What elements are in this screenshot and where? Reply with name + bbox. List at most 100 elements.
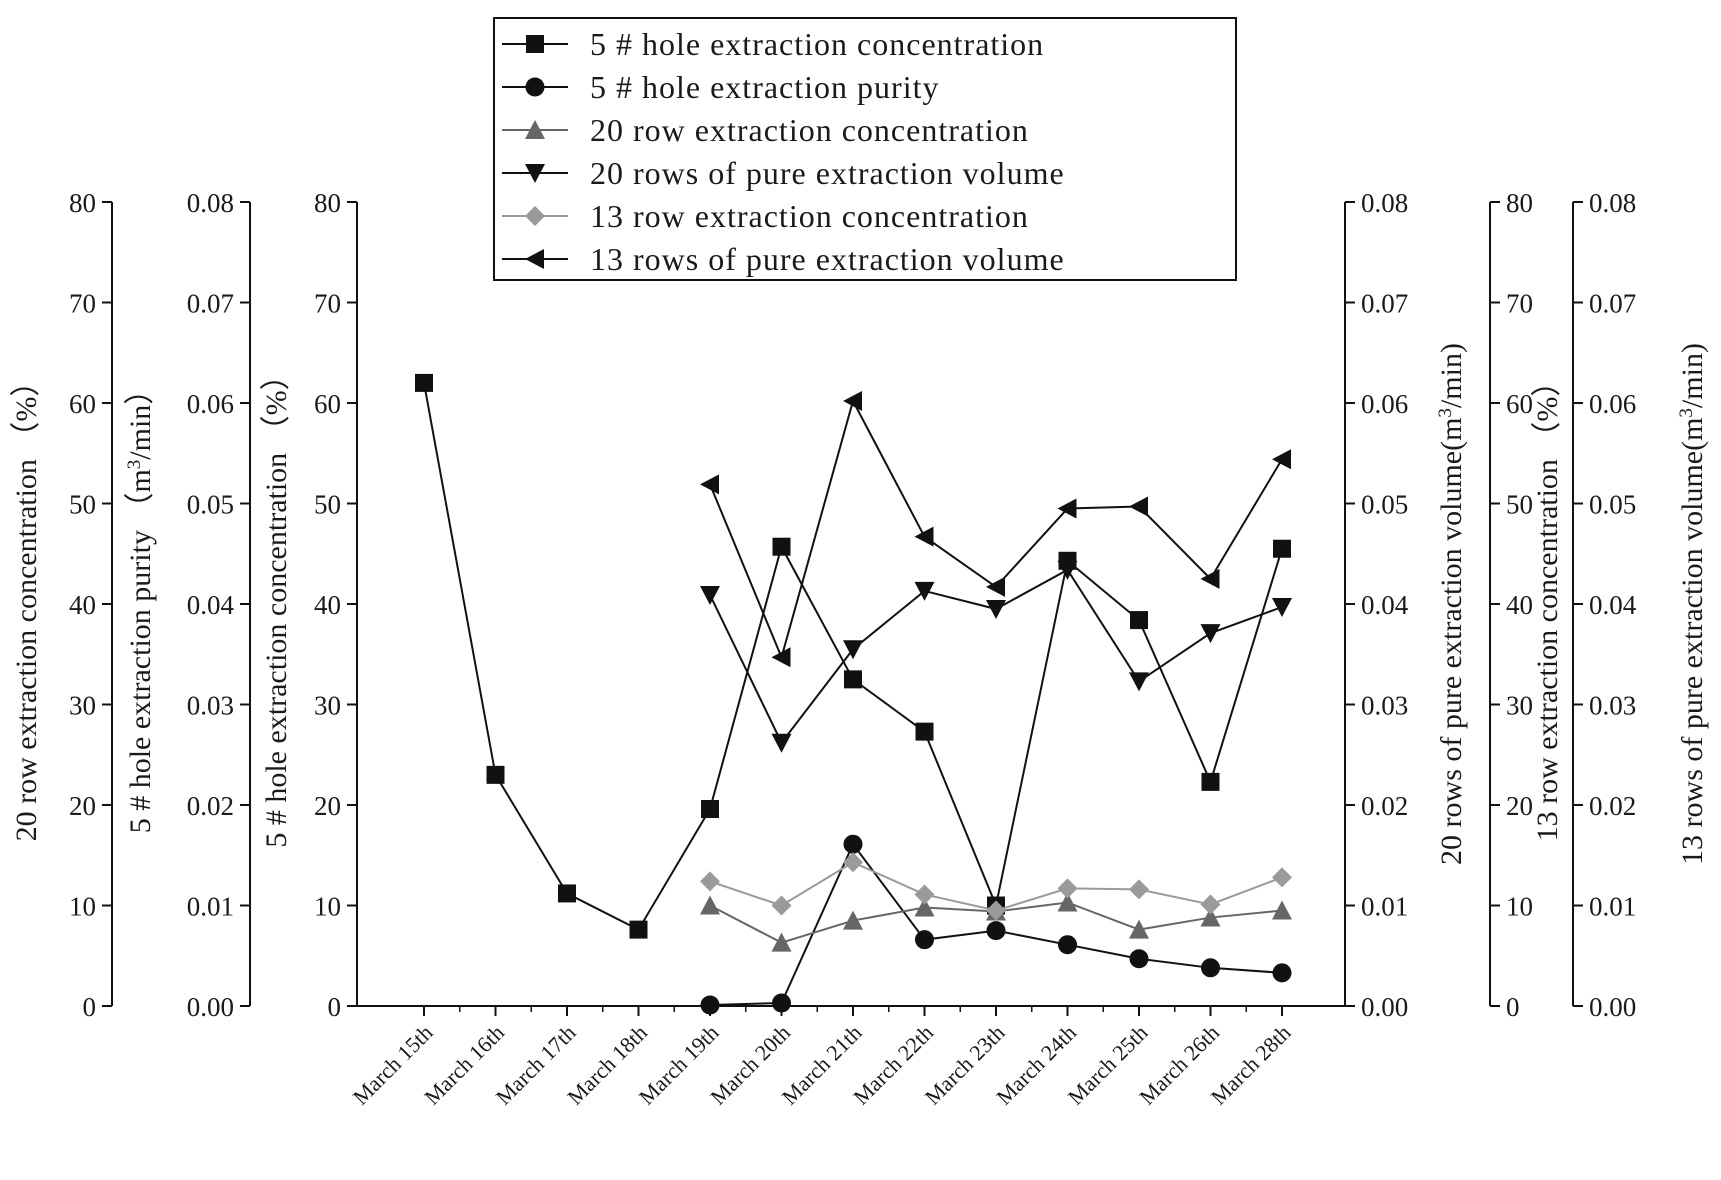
data-point: [1272, 963, 1292, 983]
data-point: [1058, 935, 1077, 955]
series-line: [709, 568, 1283, 745]
data-point: [914, 897, 935, 917]
y-tick-label-a2: 0.02: [187, 791, 234, 821]
y-tick-label-a6: 0.00: [1589, 992, 1636, 1022]
y-tick-label-a4: 0.02: [1361, 791, 1408, 821]
data-point: [986, 900, 1006, 921]
axis-title-part: /min）: [124, 375, 157, 460]
data-point: [1200, 894, 1221, 915]
legend-marker: [525, 77, 545, 97]
y-tick-label-a6: 0.03: [1589, 691, 1636, 721]
axis-title-part: 5 # hole extraction purity （m: [124, 469, 157, 833]
y-tick-label-a1: 60: [69, 389, 96, 419]
data-point: [629, 920, 648, 939]
y-tick-label-a3: 80: [314, 188, 341, 218]
data-point: [1129, 879, 1149, 900]
data-point: [843, 852, 863, 873]
y-tick-label-a2: 0.04: [187, 590, 235, 620]
data-point: [1129, 919, 1149, 939]
y-tick-label-a5: 70: [1506, 289, 1533, 319]
data-point: [1129, 496, 1148, 517]
y-tick-label-a5: 20: [1506, 791, 1533, 821]
y-axis-title-a2: 5 # hole extraction purity （m3/min）: [124, 375, 158, 834]
y-axis-title-a6: 13 rows of pure extraction volume(m3/min…: [1676, 343, 1710, 865]
data-point: [1057, 560, 1078, 580]
y-tick-label-a2: 0.06: [187, 389, 234, 419]
legend-box: [493, 17, 1237, 281]
y-tick-label-a4: 0.07: [1361, 289, 1408, 319]
y-tick-label-a5: 0: [1506, 992, 1520, 1022]
y-tick-label-a4: 0.00: [1361, 992, 1408, 1022]
y-tick-label-a2: 0.03: [187, 691, 234, 721]
data-point: [1272, 598, 1292, 618]
data-point: [700, 895, 720, 915]
y-tick-label-a4: 0.03: [1361, 691, 1408, 721]
data-point: [1129, 949, 1149, 969]
y-axis-title-a5: 13 row extraction concentration （%）: [1531, 367, 1564, 842]
y-tick-label-a4: 0.01: [1361, 892, 1408, 922]
y-axis-title-a3: 5 # hole extraction concentration （%）: [260, 360, 293, 847]
y-tick-label-a2: 0.00: [187, 992, 234, 1022]
data-point: [986, 921, 1006, 941]
legend-marker: [525, 164, 545, 183]
y-tick-label-a3: 70: [314, 289, 341, 319]
axis-title-superscript: 3: [1435, 408, 1456, 418]
y-tick-label-a6: 0.02: [1589, 791, 1636, 821]
y-tick-label-a6: 0.06: [1589, 389, 1636, 419]
axis-title-superscript: 3: [124, 460, 145, 470]
data-point: [558, 884, 576, 903]
series-2: [700, 834, 1292, 1015]
y-tick-label-a3: 50: [314, 490, 341, 520]
data-point: [700, 474, 719, 495]
data-point: [486, 765, 505, 784]
legend-label: 5 # hole extraction purity: [590, 69, 939, 105]
legend-marker: [525, 206, 545, 226]
series-3: [700, 892, 1292, 952]
data-point: [1273, 539, 1291, 558]
axis-title-part: 13 rows of pure extraction volume(m: [1676, 418, 1709, 865]
y-tick-label-a6: 0.08: [1589, 188, 1636, 218]
legend-label: 20 row extraction concentration: [590, 112, 1029, 148]
data-point: [700, 995, 720, 1015]
y-axis-title-a1: 20 row extraction concentration （%）: [10, 367, 43, 842]
data-point: [843, 834, 863, 854]
data-point: [915, 930, 934, 950]
y-tick-label-a3: 40: [314, 590, 341, 620]
y-tick-label-a3: 30: [314, 691, 341, 721]
y-tick-label-a5: 30: [1506, 691, 1533, 721]
data-point: [1200, 907, 1221, 927]
data-point: [843, 390, 862, 411]
legend-label: 13 rows of pure extraction volume: [590, 241, 1065, 277]
data-point: [1200, 568, 1220, 589]
y-tick-label-a1: 10: [69, 892, 96, 922]
data-point: [914, 526, 934, 547]
data-point: [1130, 611, 1148, 630]
y-tick-label-a3: 20: [314, 791, 341, 821]
axis-title-superscript: 3: [1676, 408, 1697, 418]
legend-marker: [526, 35, 544, 53]
y-tick-label-a4: 0.04: [1361, 590, 1409, 620]
legend: 5 # hole extraction concentration 5 # hol…: [493, 17, 1237, 281]
y-tick-label-a1: 40: [69, 590, 96, 620]
y-tick-label-a4: 0.05: [1361, 490, 1408, 520]
y-tick-label-a6: 0.01: [1589, 892, 1636, 922]
axis-title-part: /min): [1435, 343, 1468, 408]
data-point: [1272, 900, 1292, 920]
y-tick-label-a2: 0.08: [187, 188, 234, 218]
axis-title-part: /min): [1676, 343, 1709, 408]
legend-marker: [525, 120, 545, 139]
y-tick-label-a4: 0.08: [1361, 188, 1408, 218]
legend-label: 5 # hole extraction concentration: [590, 26, 1044, 62]
y-tick-label-a3: 0: [328, 992, 342, 1022]
series-6: [700, 390, 1291, 668]
data-point: [914, 581, 935, 601]
y-tick-label-a4: 0.06: [1361, 389, 1408, 419]
data-point: [771, 733, 792, 753]
y-tick-label-a6: 0.05: [1589, 490, 1636, 520]
data-point: [843, 910, 863, 930]
data-point: [415, 373, 433, 392]
y-tick-label-a1: 80: [69, 188, 96, 218]
y-tick-label-a2: 0.07: [187, 289, 234, 319]
data-point: [915, 722, 934, 741]
